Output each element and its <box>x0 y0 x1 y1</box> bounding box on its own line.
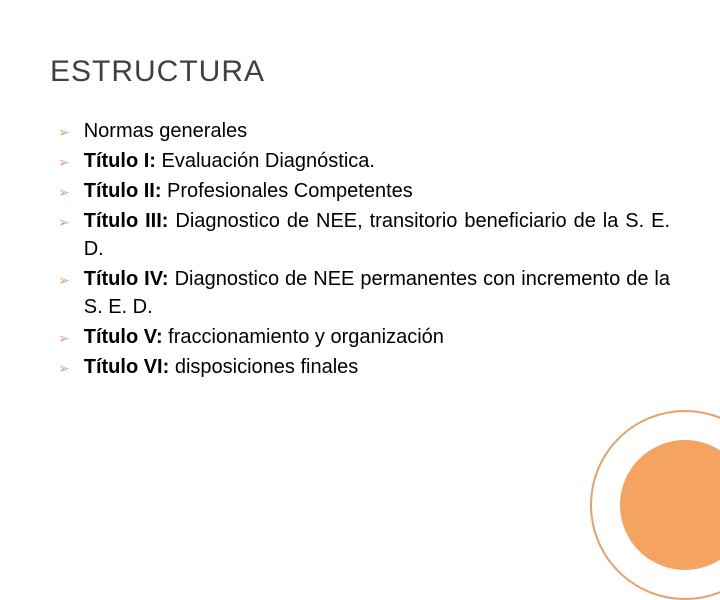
bullet-marker-icon: ➢ <box>58 213 70 233</box>
list-item-text: Normas generales <box>84 117 670 145</box>
list-item-bold: Título I: <box>84 150 156 172</box>
list-item: ➢ Título IV: Diagnostico de NEE permanent… <box>58 265 670 321</box>
list-item: ➢ Título V: fraccionamiento y organizació… <box>58 323 670 351</box>
list-item-rest: Profesionales Competentes <box>162 180 413 202</box>
bullet-marker-icon: ➢ <box>58 123 70 143</box>
bullet-marker-icon: ➢ <box>58 359 70 379</box>
list-item-bold: Título V: <box>84 326 163 348</box>
list-item-bold: Título VI: <box>84 356 170 378</box>
list-item-text: Título II: Profesionales Competentes <box>84 177 670 205</box>
list-item-rest: fraccionamiento y organización <box>163 326 444 348</box>
list-item-rest: Evaluación Diagnóstica. <box>156 150 375 172</box>
slide-title: ESTRUCTURA <box>50 55 670 89</box>
corner-decoration <box>590 410 720 600</box>
list-item-rest: Normas generales <box>84 120 247 142</box>
list-item: ➢ Normas generales <box>58 117 670 145</box>
list-item: ➢ Título II: Profesionales Competentes <box>58 177 670 205</box>
bullet-marker-icon: ➢ <box>58 153 70 173</box>
list-item-bold: Título III: <box>84 210 169 232</box>
list-item-rest: Diagnostico de NEE permanentes con incre… <box>84 268 670 318</box>
bullet-marker-icon: ➢ <box>58 183 70 203</box>
list-item-text: Título III: Diagnostico de NEE, transito… <box>84 207 670 263</box>
bullet-list: ➢ Normas generales ➢ Título I: Evaluación D… <box>50 117 670 381</box>
list-item-bold: Título II: <box>84 180 162 202</box>
list-item: ➢ Título I: Evaluación Diagnóstica. <box>58 147 670 175</box>
list-item-rest: Diagnostico de NEE, transitorio benefici… <box>84 210 670 260</box>
list-item-text: Título V: fraccionamiento y organización <box>84 323 670 351</box>
list-item: ➢ Título VI: disposiciones finales <box>58 353 670 381</box>
bullet-marker-icon: ➢ <box>58 329 70 349</box>
list-item-text: Título VI: disposiciones finales <box>84 353 670 381</box>
bullet-marker-icon: ➢ <box>58 271 70 291</box>
slide: ESTRUCTURA ➢ Normas generales ➢ Título I: E… <box>0 0 720 540</box>
list-item: ➢ Título III: Diagnostico de NEE, transit… <box>58 207 670 263</box>
list-item-text: Título IV: Diagnostico de NEE permanente… <box>84 265 670 321</box>
list-item-text: Título I: Evaluación Diagnóstica. <box>84 147 670 175</box>
list-item-bold: Título IV: <box>84 268 169 290</box>
list-item-rest: disposiciones finales <box>169 356 358 378</box>
